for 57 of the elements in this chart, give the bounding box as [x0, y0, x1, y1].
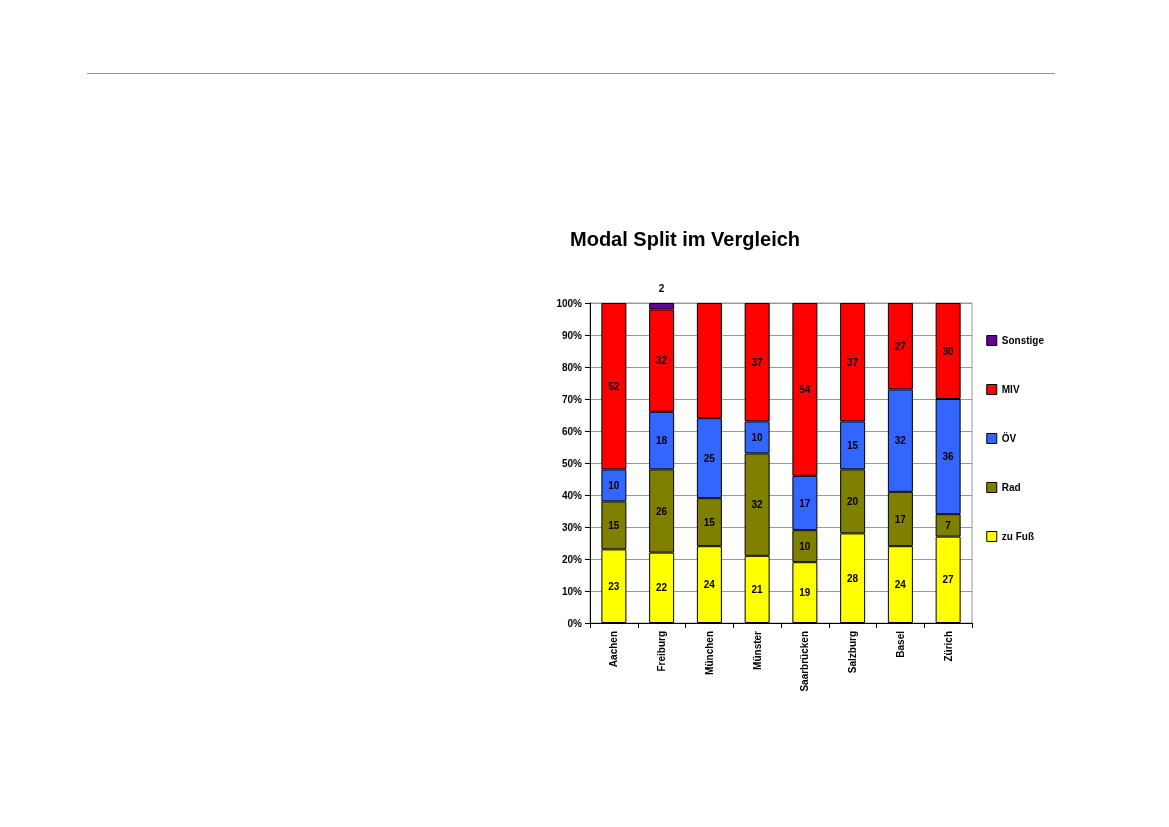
data-label: 10 — [751, 431, 764, 443]
y-tick-label: 30% — [561, 521, 583, 533]
data-label: 17 — [799, 497, 811, 509]
data-label: 27 — [894, 340, 907, 352]
data-label: 32 — [751, 499, 764, 511]
y-tick-label: 10% — [561, 585, 583, 597]
data-label: 15 — [703, 516, 716, 528]
y-tick-label: 0% — [567, 617, 583, 629]
x-tick-label: Salzburg — [847, 631, 859, 674]
data-label: 19 — [799, 587, 811, 599]
legend-label: Sonstige — [1001, 335, 1045, 346]
data-label: 21 — [751, 583, 764, 595]
chart-title: Modal Split im Vergleich — [570, 228, 801, 250]
data-label: 52 — [608, 380, 620, 392]
data-label: 2 — [658, 282, 665, 294]
y-tick-label: 20% — [561, 553, 583, 565]
data-label: 7 — [945, 519, 952, 531]
data-label: 22 — [656, 582, 668, 594]
data-label: 18 — [656, 435, 668, 447]
data-label: 10 — [799, 540, 811, 552]
y-tick-label: 60% — [561, 425, 583, 437]
data-label: 25 — [703, 452, 716, 464]
y-tick-label: 50% — [561, 457, 583, 469]
legend-label: MIV — [1001, 384, 1020, 395]
data-label: 15 — [847, 439, 859, 451]
x-tick-label: München — [703, 631, 715, 675]
x-tick-label: Münster — [751, 630, 763, 670]
data-label: 23 — [608, 580, 620, 592]
y-tick-label: 80% — [561, 361, 583, 373]
x-tick-label: Aachen — [608, 631, 620, 668]
legend-label: Rad — [1001, 482, 1021, 493]
data-label: 54 — [799, 383, 811, 395]
data-label: 24 — [703, 579, 716, 591]
data-label: 24 — [894, 579, 907, 591]
data-label: 17 — [894, 513, 907, 525]
data-label: 36 — [942, 451, 955, 463]
x-tick-label: Freiburg — [656, 631, 668, 672]
data-label: 10 — [608, 479, 620, 491]
x-tick-label: Saarbrücken — [799, 631, 811, 692]
data-label: 32 — [894, 435, 907, 447]
data-label: 37 — [847, 356, 859, 368]
data-label: 28 — [847, 572, 859, 584]
y-tick-label: 100% — [556, 297, 583, 309]
x-tick-label: Basel — [894, 630, 906, 658]
data-label: 30 — [942, 345, 955, 357]
y-tick-label: 90% — [561, 329, 583, 341]
data-label: 32 — [656, 355, 668, 367]
legend-label: ÖV — [1001, 432, 1017, 444]
data-label: 27 — [942, 574, 955, 586]
data-label: 37 — [751, 356, 764, 368]
data-label: 26 — [656, 505, 668, 517]
legend-label: zu Fuß — [1001, 531, 1034, 542]
x-tick-label: Zürich — [942, 631, 954, 662]
data-label: 20 — [847, 495, 859, 507]
data-label: 15 — [608, 519, 620, 531]
y-tick-label: 70% — [561, 393, 583, 405]
y-tick-label: 40% — [561, 489, 583, 501]
